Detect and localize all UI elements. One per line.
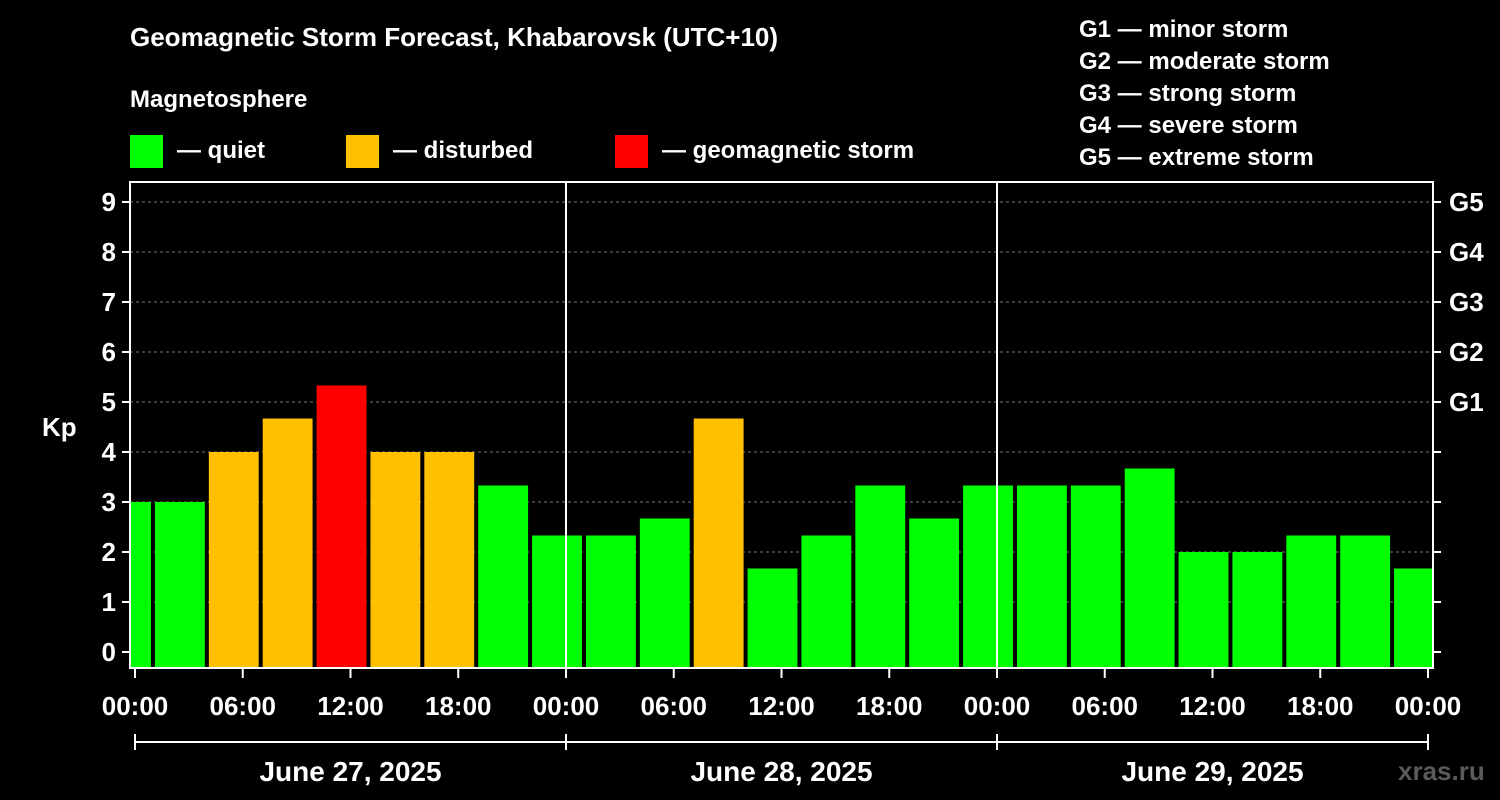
x-tick-label-0: 00:00: [102, 691, 169, 721]
x-tick-label-3: 18:00: [425, 691, 492, 721]
g-scale-item-g4: G4 — severe storm: [1079, 112, 1298, 139]
x-tick-label-5: 06:00: [641, 691, 708, 721]
legend-storm-swatch: [615, 134, 648, 168]
watermark: xras.ru: [1398, 756, 1485, 786]
x-tick-label-6: 12:00: [748, 691, 815, 721]
right-tick-label-g1: G1: [1449, 387, 1484, 417]
right-tick-label-g5: G5: [1449, 187, 1484, 217]
bar-20: [1178, 552, 1229, 668]
bar-11: [693, 418, 744, 668]
y-tick-label-8: 8: [102, 237, 116, 267]
y-tick-label-0: 0: [102, 637, 116, 667]
x-tick-label-1: 06:00: [210, 691, 277, 721]
bar-13: [801, 535, 852, 668]
y-tick-label-5: 5: [102, 387, 116, 417]
right-tick-label-g2: G2: [1449, 337, 1484, 367]
x-tick-label-7: 18:00: [856, 691, 923, 721]
right-tick-label-g3: G3: [1449, 287, 1484, 317]
chart-title: Geomagnetic Storm Forecast, Khabarovsk (…: [130, 22, 779, 52]
bar-19: [1124, 468, 1175, 668]
bar-0: [130, 502, 151, 668]
bar-15: [909, 518, 960, 668]
bar-8: [532, 535, 582, 668]
bar-18: [1070, 485, 1121, 668]
y-tick-label-2: 2: [102, 537, 116, 567]
g-scale-item-g1: G1 — minor storm: [1079, 16, 1289, 43]
x-tick-label-9: 06:00: [1072, 691, 1139, 721]
x-tick-label-2: 12:00: [317, 691, 384, 721]
x-tick-label-11: 18:00: [1287, 691, 1354, 721]
x-tick-label-10: 12:00: [1179, 691, 1246, 721]
legend-disturbed-label: — disturbed: [393, 137, 534, 164]
x-tick-label-4: 00:00: [533, 691, 600, 721]
bar-21: [1232, 552, 1283, 668]
g-scale-item-g2: G2 — moderate storm: [1079, 48, 1330, 75]
bar-22: [1286, 535, 1337, 668]
y-tick-label-4: 4: [102, 437, 117, 467]
legend-storm-label: — geomagnetic storm: [662, 137, 915, 164]
day-label-0: June 27, 2025: [259, 756, 441, 787]
day-label-1: June 28, 2025: [690, 756, 872, 787]
y-tick-label-1: 1: [102, 587, 116, 617]
y-tick-label-7: 7: [102, 287, 116, 317]
legend-disturbed-swatch: [346, 134, 379, 168]
legend-quiet: — quiet: [130, 134, 265, 168]
x-tick-label-12: 00:00: [1395, 691, 1462, 721]
legend-disturbed: — disturbed: [346, 134, 533, 168]
bar-1: [154, 502, 205, 668]
bar-14: [855, 485, 906, 668]
bar-10: [639, 518, 690, 668]
legend-storm: — geomagnetic storm: [615, 134, 914, 168]
g-scale-item-g3: G3 — strong storm: [1079, 80, 1297, 107]
bar-17: [1016, 485, 1067, 668]
y-tick-label-6: 6: [102, 337, 116, 367]
y-tick-label-9: 9: [102, 187, 116, 217]
g-scale-item-g5: G5 — extreme storm: [1079, 144, 1314, 171]
bar-23: [1340, 535, 1391, 668]
bar-3: [262, 418, 313, 668]
y-tick-label-3: 3: [102, 487, 116, 517]
bar-9: [585, 535, 636, 668]
bar-7: [478, 485, 529, 668]
legend-quiet-swatch: [130, 134, 163, 168]
g-scale-legend: G1 — minor storm G2 — moderate storm G3 …: [1079, 14, 1330, 174]
bar-16: [963, 485, 1013, 668]
bar-24: [1394, 568, 1433, 668]
bar-6: [424, 452, 475, 668]
bar-2: [208, 452, 259, 668]
right-tick-label-g4: G4: [1449, 237, 1484, 267]
bar-5: [370, 452, 421, 668]
bar-12: [747, 568, 798, 668]
bar-4: [316, 385, 367, 668]
y-axis-label: Kp: [42, 412, 77, 442]
x-tick-label-8: 00:00: [964, 691, 1031, 721]
chart-subtitle: Magnetosphere: [130, 86, 308, 113]
legend-quiet-label: — quiet: [177, 137, 265, 164]
day-label-2: June 29, 2025: [1121, 756, 1303, 787]
